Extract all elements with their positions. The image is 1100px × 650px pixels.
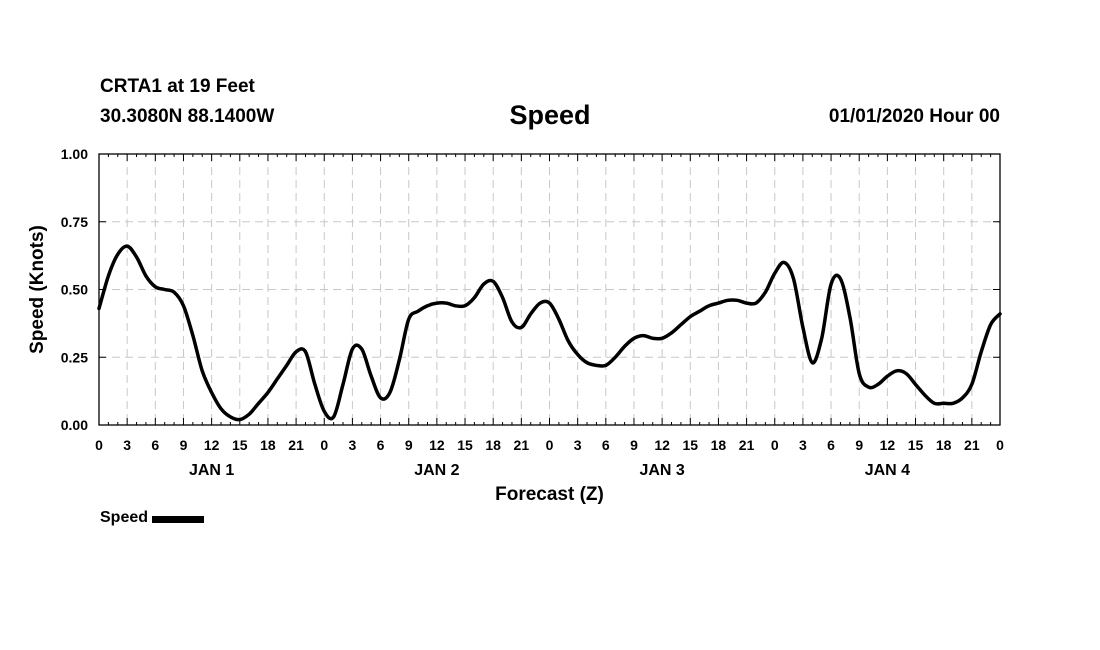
- x-tick-label: 0: [95, 437, 103, 453]
- x-tick-label: 3: [123, 437, 131, 453]
- series-line-speed: [97, 244, 1002, 422]
- plot-frame: [98, 153, 1001, 426]
- x-tick-label: 21: [964, 437, 980, 453]
- day-label: JAN 2: [414, 462, 459, 479]
- x-tick-label: 12: [654, 437, 670, 453]
- x-tick-label: 12: [204, 437, 220, 453]
- x-tick-label: 0: [546, 437, 554, 453]
- x-tick-label: 9: [180, 437, 188, 453]
- x-tick-label: 21: [514, 437, 530, 453]
- x-tick-label: 15: [232, 437, 248, 453]
- legend-line-swatch: [152, 516, 205, 523]
- day-label: JAN 3: [639, 462, 684, 479]
- x-tick-label: 15: [682, 437, 698, 453]
- y-axis-title: Speed (Knots): [27, 225, 48, 354]
- x-tick-label: 18: [260, 437, 276, 453]
- x-tick-label: 21: [739, 437, 755, 453]
- x-tick-label: 12: [429, 437, 445, 453]
- y-tick-label: 1.00: [61, 146, 88, 162]
- y-tick-label: 0.25: [61, 349, 88, 365]
- x-tick-label: 15: [457, 437, 473, 453]
- x-tick-label: 9: [405, 437, 413, 453]
- day-label: JAN 4: [865, 462, 910, 479]
- grid-lines: [99, 154, 1000, 425]
- chart-title: Speed: [509, 100, 591, 130]
- station-coordinates: 30.3080N 88.1400W: [100, 106, 275, 127]
- tick-labels: 0.00 0.25 0.50 0.75 1.00 0 3 6 9 12 15 18 21 0 3 6 9 12 15…: [27, 146, 1004, 505]
- x-tick-label: 0: [996, 437, 1004, 453]
- y-tick-label: 0.50: [61, 282, 88, 298]
- x-tick-label: 0: [771, 437, 779, 453]
- legend-label: Speed: [100, 509, 149, 526]
- x-tick-label: 6: [377, 437, 385, 453]
- x-tick-label: 15: [908, 437, 924, 453]
- x-tick-label: 3: [349, 437, 357, 453]
- x-tick-label: 9: [855, 437, 863, 453]
- legend: Speed: [100, 509, 205, 527]
- x-tick-label: 9: [630, 437, 638, 453]
- x-tick-label: 12: [880, 437, 896, 453]
- y-tick-label: 0.75: [61, 214, 88, 230]
- day-label: JAN 1: [189, 462, 234, 479]
- x-tick-label: 6: [602, 437, 610, 453]
- x-tick-label: 18: [936, 437, 952, 453]
- x-tick-label: 3: [574, 437, 582, 453]
- x-tick-label: 6: [827, 437, 835, 453]
- forecast-datetime: 01/01/2020 Hour 00: [828, 106, 1000, 127]
- x-tick-label: 3: [799, 437, 807, 453]
- series-layer: [97, 244, 1002, 422]
- y-tick-label: 0.00: [61, 417, 88, 433]
- x-tick-label: 18: [711, 437, 727, 453]
- station-label: CRTA1 at 19 Feet: [100, 76, 255, 97]
- x-tick-label: 21: [288, 437, 304, 453]
- x-tick-label: 6: [151, 437, 159, 453]
- x-tick-label: 18: [485, 437, 501, 453]
- axes: [98, 153, 1001, 426]
- x-axis-title: Forecast (Z): [495, 484, 604, 505]
- x-tick-label: 0: [320, 437, 328, 453]
